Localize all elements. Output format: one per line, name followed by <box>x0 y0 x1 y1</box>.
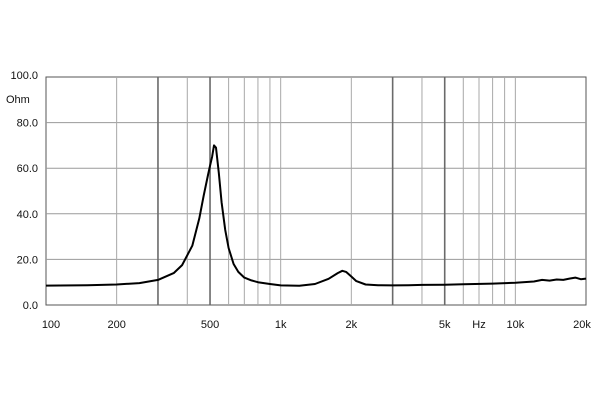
x-tick-label-4: 2k <box>346 319 358 331</box>
x-tick-label-2: 500 <box>201 319 219 331</box>
y-unit-label: Ohm <box>6 94 30 106</box>
x-tick-label-5: 5k <box>439 319 451 331</box>
x-tick-label-1: 200 <box>107 319 125 331</box>
y-tick-label-1: 20.0 <box>17 254 38 266</box>
grid-lines <box>46 77 586 305</box>
x-tick-label-6: Hz <box>472 319 485 331</box>
y-tick-labels: 0.0 20.0 40.0 60.0 80.0 100.0 <box>10 70 38 312</box>
x-tick-label-0: 100 <box>42 319 60 331</box>
x-tick-label-3: 1k <box>275 319 287 331</box>
y-tick-label-2: 40.0 <box>17 209 38 221</box>
y-tick-label-5: 100.0 <box>10 70 38 82</box>
y-tick-label-0: 0.0 <box>23 300 38 312</box>
plot-frame <box>45 76 587 306</box>
x-tick-labels: 100 200 500 1k 2k 5k Hz 10k 20k <box>42 319 592 331</box>
x-tick-label-7: 10k <box>506 319 524 331</box>
x-tick-label-8: 20k <box>573 319 591 331</box>
y-tick-label-4: 80.0 <box>17 118 38 130</box>
series-line-0 <box>45 144 587 287</box>
y-tick-label-3: 60.0 <box>17 163 38 175</box>
series-layer <box>45 144 587 287</box>
